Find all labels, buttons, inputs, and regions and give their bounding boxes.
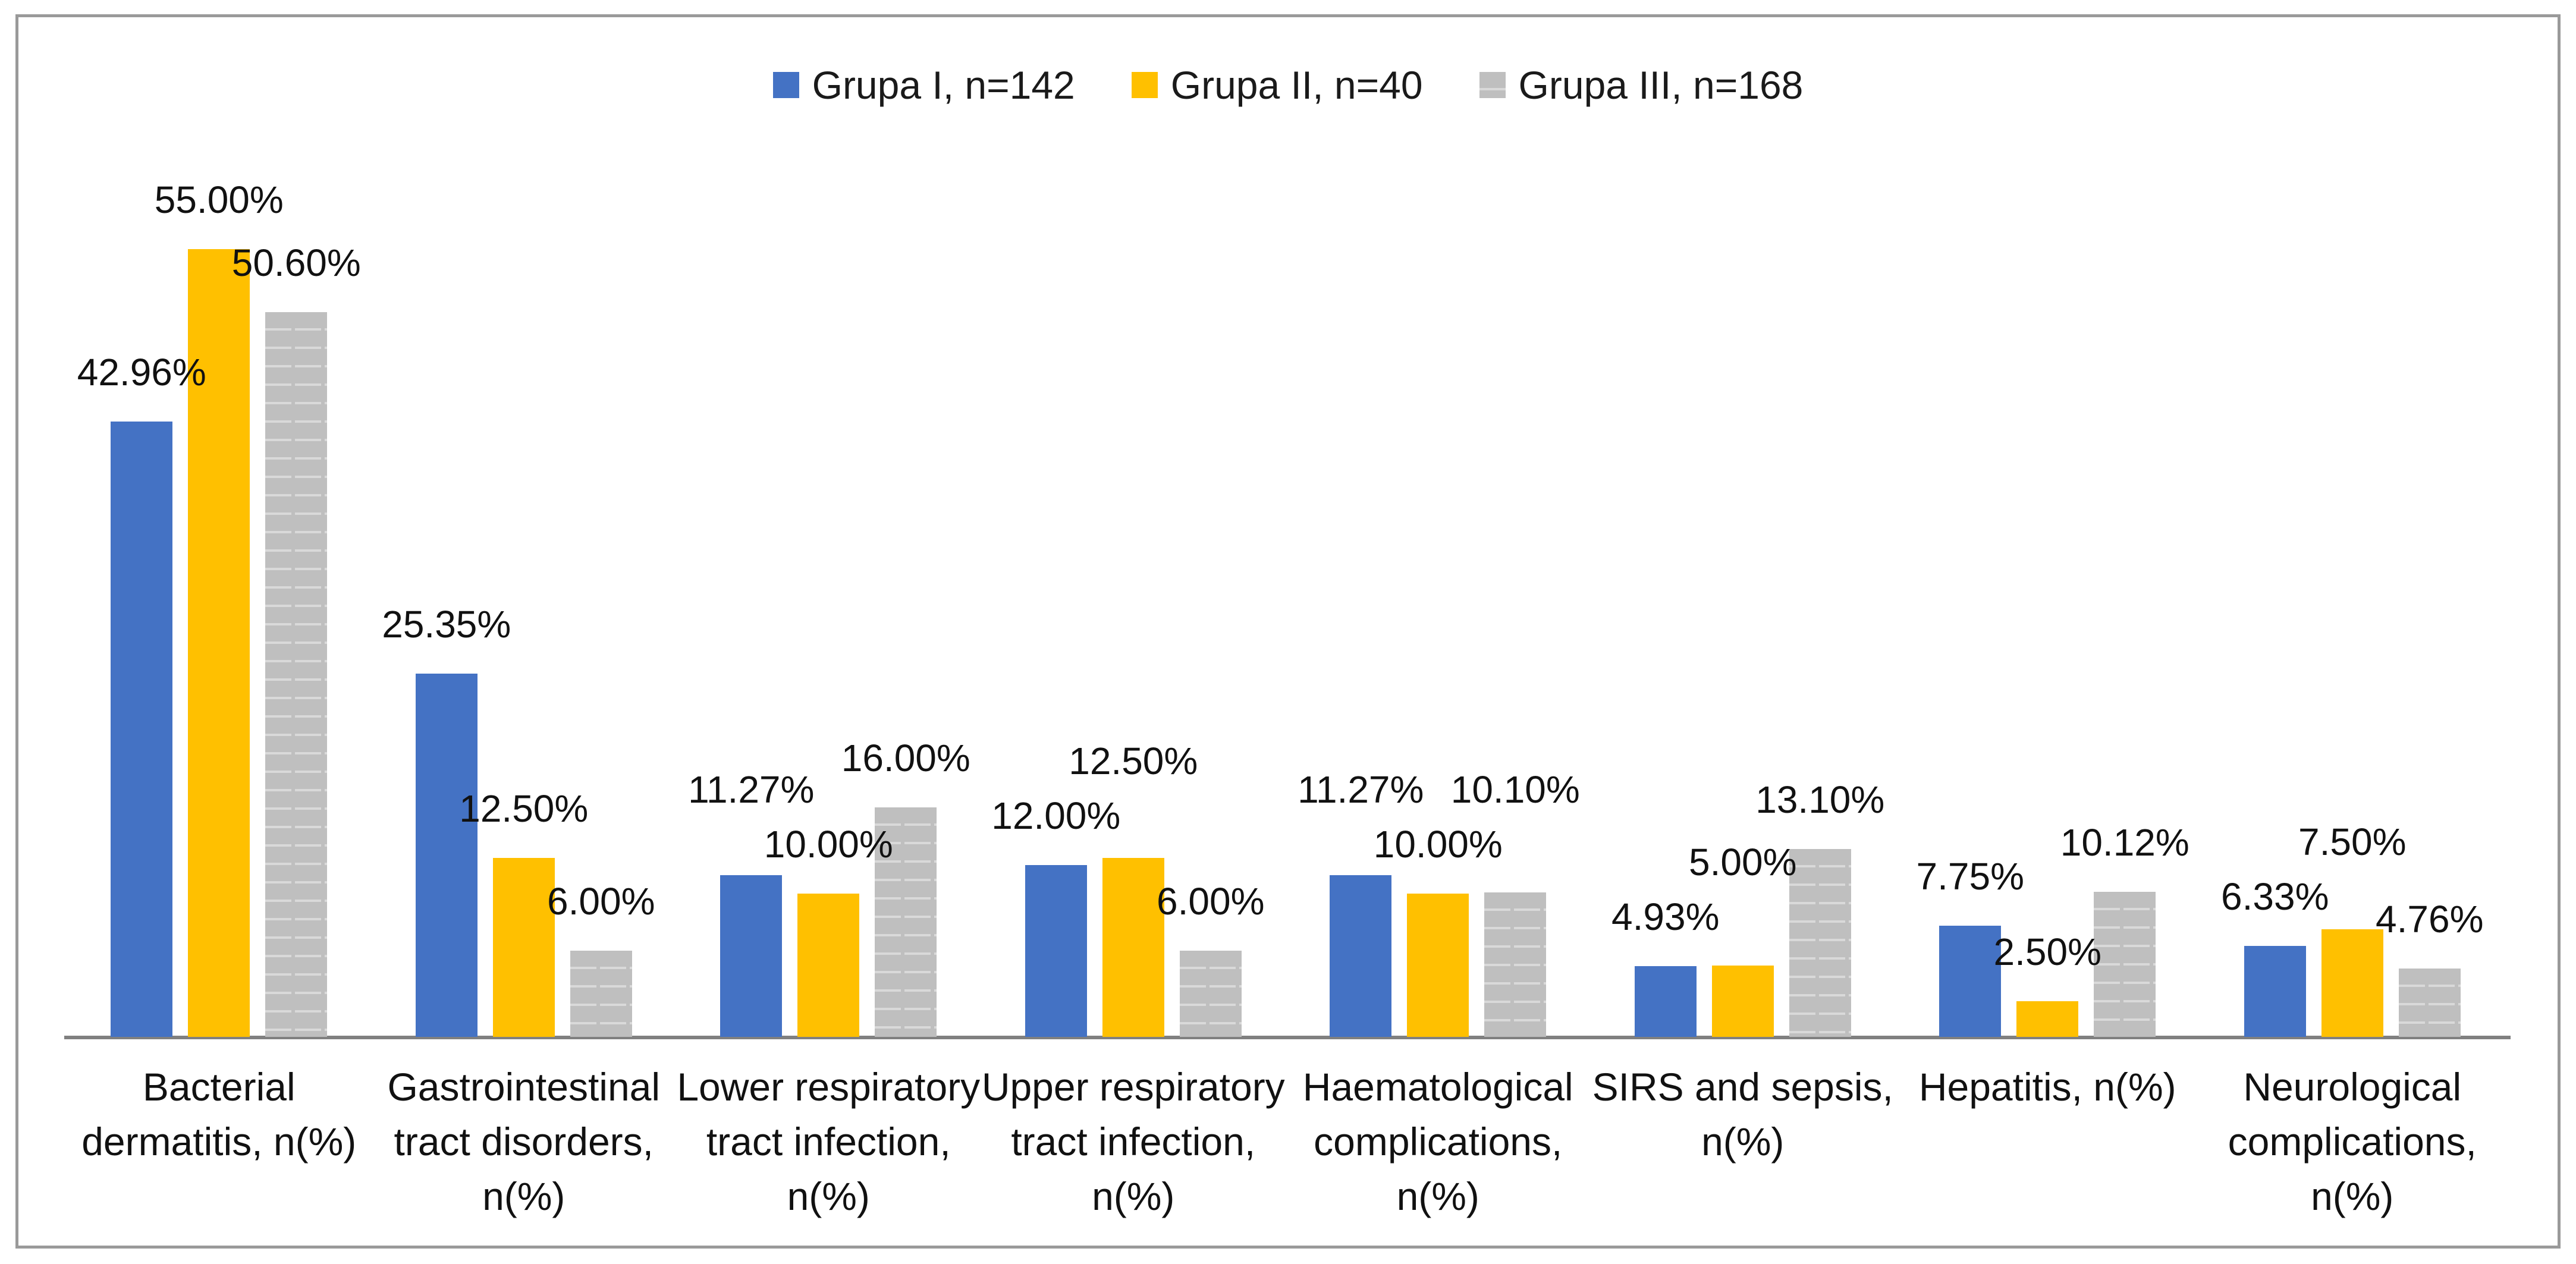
value-label: 25.35% [382,603,511,646]
value-label: 12.50% [459,787,589,830]
bar [1407,894,1469,1037]
bar [1330,875,1392,1037]
bar [2244,946,2306,1037]
x-axis-line [64,1036,2511,1039]
bar [2398,969,2461,1037]
bar [1102,857,1164,1037]
value-label: 6.00% [1157,880,1265,923]
legend-color-swatch-icon [1479,72,1506,98]
legend-label: Grupa III, n=168 [1518,63,1804,107]
chart-frame [15,14,2561,1249]
category-label: Hepatitis, n(%) [1918,1065,2176,1109]
legend-color-swatch-icon [772,72,799,98]
value-label: 12.00% [991,794,1121,837]
bar [111,421,173,1037]
bar [1025,864,1087,1037]
bar [797,894,860,1037]
bar [570,951,632,1037]
value-label: 13.10% [1755,778,1885,822]
bar [188,249,250,1037]
category-label: Bacterial dermatitis, n(%) [81,1065,357,1164]
value-label: 12.50% [1069,739,1198,782]
bar [2016,1001,2079,1037]
bar [720,875,783,1037]
category-label: Upper respiratory tract infection, n(%) [981,1065,1285,1218]
bar [492,857,555,1037]
legend-item: Grupa II, n=40 [1131,63,1423,107]
value-label: 2.50% [1993,930,2101,973]
value-label: 4.93% [1611,895,1720,939]
value-label: 7.75% [1916,855,2024,898]
bar [1634,966,1697,1037]
value-label: 5.00% [1689,841,1797,884]
value-label: 16.00% [841,737,970,780]
bar [2094,892,2156,1037]
bar [1789,849,1851,1037]
value-label: 10.00% [764,823,893,866]
category-label: Neurological complications, n(%) [2228,1065,2477,1218]
bar [1711,965,1774,1037]
category-label: SIRS and sepsis, n(%) [1592,1065,1893,1164]
legend-color-swatch-icon [1131,72,1158,98]
value-label: 10.10% [1450,768,1580,811]
value-label: 6.00% [547,880,655,923]
bar [1484,892,1547,1037]
legend-item: Grupa III, n=168 [1479,63,1804,107]
value-label: 42.96% [77,350,206,394]
legend-label: Grupa II, n=40 [1170,63,1423,107]
category-label: Gastrointestinal tract disorders, n(%) [387,1065,661,1218]
bar [2321,929,2383,1037]
value-label: 6.33% [2221,875,2329,919]
category-label: Lower respiratory tract infection, n(%) [677,1065,981,1218]
value-label: 10.12% [2060,821,2189,864]
value-label: 50.60% [231,241,361,284]
bar [415,674,477,1037]
category-label: Haematological complications, n(%) [1302,1065,1573,1218]
legend: Grupa I, n=142 Grupa II, n=40 Grupa III, n… [0,63,2576,107]
bar [1939,926,2002,1037]
value-label: 10.00% [1373,823,1503,866]
value-label: 7.50% [2298,820,2407,864]
legend-item: Grupa I, n=142 [772,63,1075,107]
value-label: 11.27% [688,768,815,811]
bar [265,312,328,1037]
bar [1179,951,1242,1037]
bar [875,807,937,1037]
legend-label: Grupa I, n=142 [812,63,1075,107]
value-label: 4.76% [2376,898,2484,941]
value-label: 55.00% [154,178,284,221]
value-label: 11.27% [1298,768,1424,811]
